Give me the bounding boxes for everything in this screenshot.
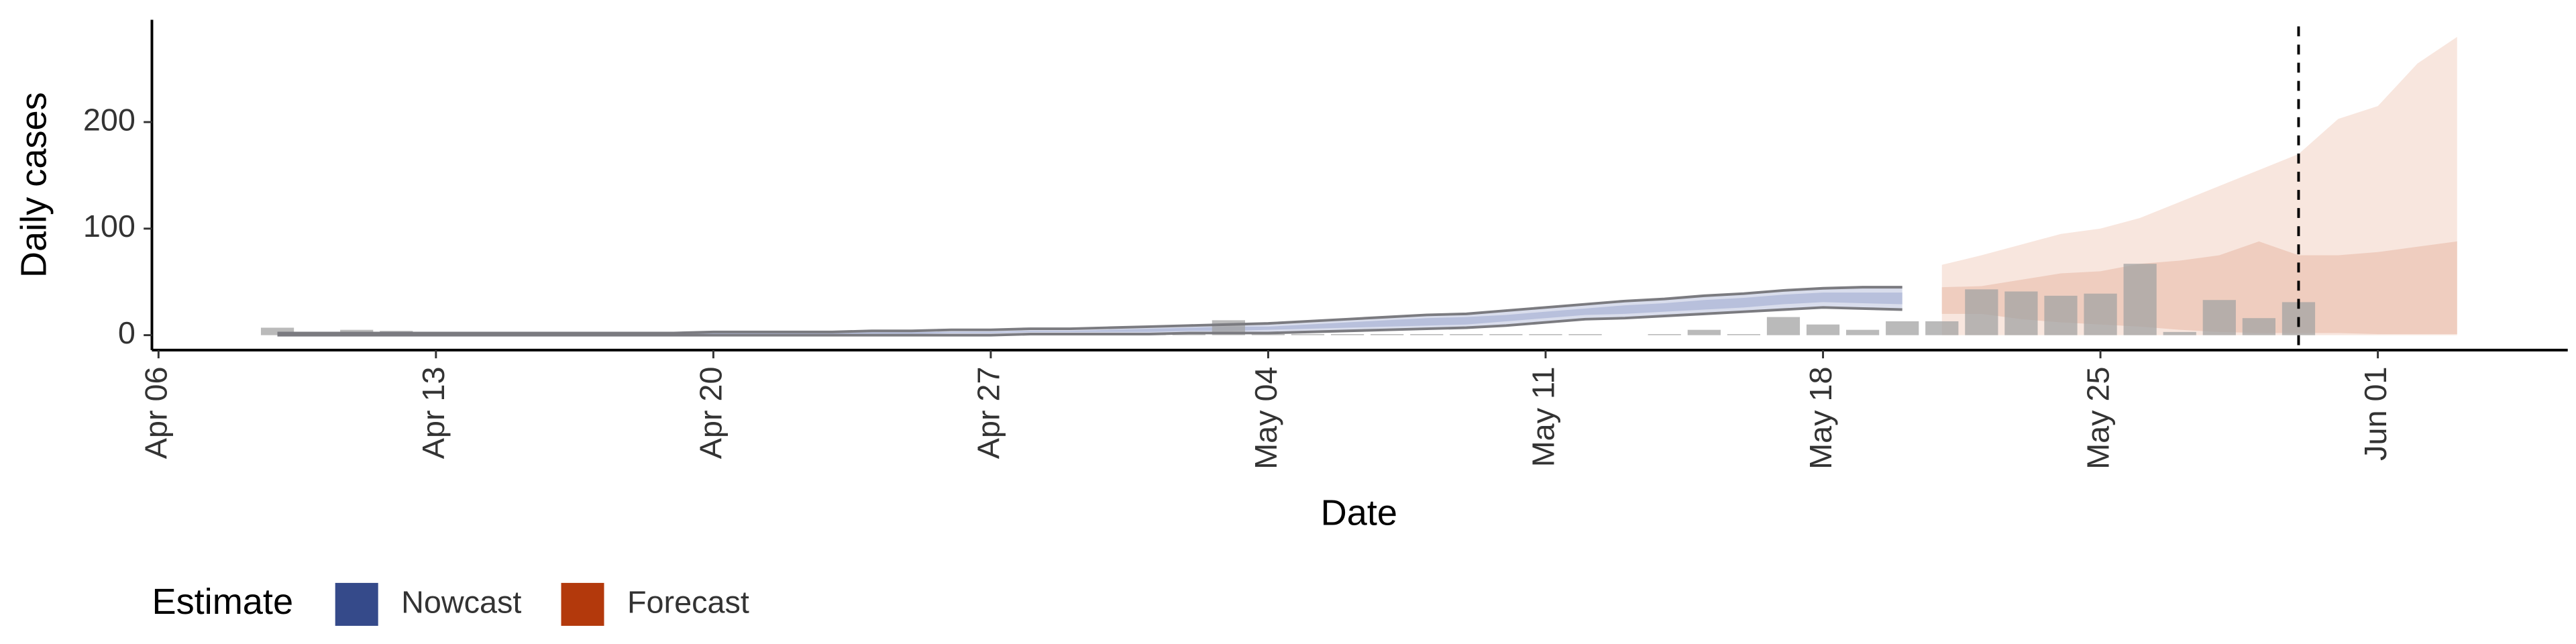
x-tick-label: May 04 [1248,366,1283,469]
y-axis-label: Daily cases [13,92,54,278]
bar [260,327,294,335]
legend-title: Estimate [152,582,293,622]
bar [1410,334,1444,335]
bar [1251,334,1285,335]
bar [1331,334,1364,335]
band-edge-line [277,286,1902,335]
bar [1886,321,1919,335]
bar [1766,317,1801,335]
bar [1371,334,1404,335]
lines [277,26,2300,350]
bar [1965,289,1998,335]
bar [1925,321,1959,335]
legend: Estimate Nowcast Forecast [152,582,749,626]
legend-swatch [335,582,378,626]
bar [1529,334,1562,335]
x-tick-label: May 18 [1803,366,1838,469]
bar [2202,300,2236,335]
y-tick-label: 0 [118,315,136,350]
bar [1687,329,1721,335]
x-tick-label: Jun 01 [2358,366,2393,460]
bar [2084,293,2117,335]
x-tick-label: Apr 06 [139,366,174,459]
bar [2242,318,2275,335]
x-tick-label: Apr 13 [416,366,451,459]
y-tick-label: 100 [83,209,136,244]
bar [1648,334,1681,335]
x-axis-label: Date [1321,492,1397,533]
bar [1172,334,1205,335]
axes: 0 100 200 Apr 06 Apr 13 Apr 20 Apr 27 May 04 May… [83,19,2568,470]
interval-90 [277,287,1902,335]
bar [1806,324,1840,335]
interval-50 [277,292,1902,335]
legend-swatch [561,582,604,626]
bar [2123,264,2157,335]
x-tick-label: Apr 20 [694,366,729,459]
y-tick-label: 200 [83,102,136,137]
bar [2004,291,2038,335]
bar [1291,334,1325,335]
bar [1489,334,1523,335]
legend-label: Nowcast [401,584,521,619]
bar [2044,295,2078,335]
bar [1846,329,1880,335]
band-edge-line [277,306,1902,337]
bar [1568,334,1602,335]
bar [2163,331,2196,335]
x-tick-label: Apr 27 [971,366,1006,459]
legend-label: Forecast [627,584,749,619]
x-tick-label: May 25 [2080,366,2115,469]
x-tick-label: May 11 [1525,366,1560,467]
bar [1450,334,1483,335]
bar [1727,334,1760,335]
